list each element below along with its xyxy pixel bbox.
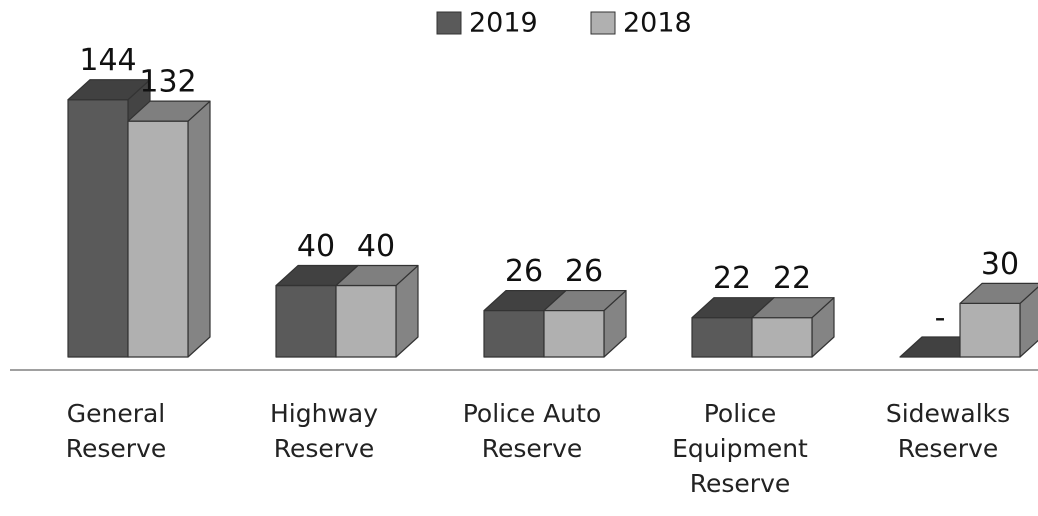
value-label: 22 <box>773 261 811 296</box>
x-tick-label: General Reserve <box>65 399 167 463</box>
bar-front <box>483 309 545 358</box>
bar-top <box>751 297 835 319</box>
bar-top <box>335 264 419 287</box>
bar-front <box>335 284 397 358</box>
bar-top <box>543 289 627 312</box>
bar-front <box>751 317 813 358</box>
bar-front <box>691 317 753 358</box>
bar-front <box>67 99 129 358</box>
bar-front <box>959 302 1021 358</box>
legend-swatch <box>436 11 462 35</box>
value-label: 30 <box>981 247 1019 282</box>
bar-top <box>127 100 211 122</box>
legend-label: 2019 <box>469 8 538 39</box>
value-label: 132 <box>139 65 196 100</box>
bar-front <box>543 309 605 358</box>
value-label: 26 <box>565 254 603 289</box>
bar-top <box>67 79 151 101</box>
bar-side <box>187 100 211 358</box>
x-tick-label: Police Auto Reserve <box>462 399 602 463</box>
bar-front <box>127 120 189 358</box>
value-label: 40 <box>357 229 395 264</box>
value-label: 26 <box>505 254 543 289</box>
legend-label: 2018 <box>623 8 692 39</box>
bar-top <box>959 282 1038 304</box>
bar-front <box>275 284 337 358</box>
value-label: 144 <box>79 43 136 78</box>
legend-swatch <box>590 11 616 35</box>
value-label: - <box>935 301 946 336</box>
x-tick-label: Police Equipment Reserve <box>672 399 808 498</box>
value-label: 40 <box>297 229 335 264</box>
x-tick-label: Sidewalks Reserve <box>885 399 1011 463</box>
value-label: 22 <box>713 261 751 296</box>
x-tick-label: Highway Reserve <box>269 399 379 463</box>
